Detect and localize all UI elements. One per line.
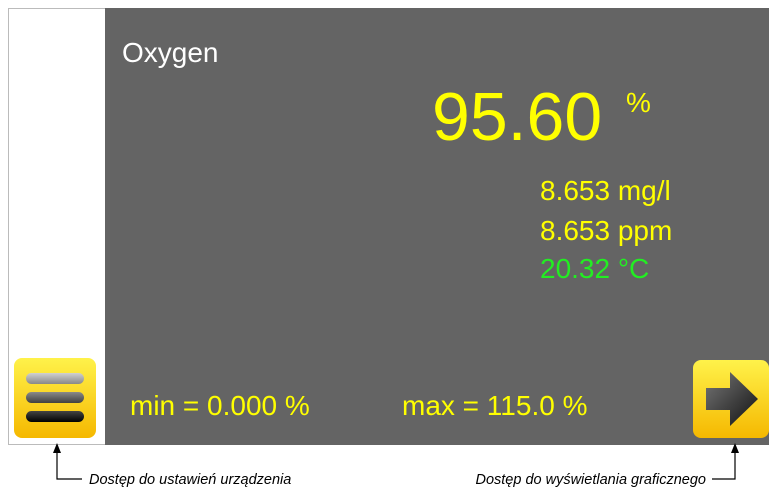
arrowhead bbox=[731, 443, 739, 453]
graph-button[interactable] bbox=[693, 360, 769, 438]
arrowhead bbox=[53, 443, 61, 453]
menu-button[interactable] bbox=[14, 358, 96, 438]
min-value: min = 0.000 % bbox=[130, 390, 310, 421]
parameter-name: Oxygen bbox=[122, 37, 219, 68]
main-value: 95.60 bbox=[432, 79, 602, 155]
annotation: Dostęp do ustawień urządzenia bbox=[89, 472, 291, 488]
annotation-lines bbox=[56, 450, 736, 480]
reading: 8.653 ppm bbox=[540, 215, 672, 246]
reading: 20.32 °C bbox=[540, 253, 649, 284]
reading: 8.653 mg/l bbox=[540, 175, 671, 206]
annotation: Dostęp do wyświetlania graficznego bbox=[475, 472, 706, 488]
main-unit: % bbox=[626, 87, 651, 118]
max-value: max = 115.0 % bbox=[402, 390, 587, 421]
display-panel bbox=[105, 8, 769, 445]
